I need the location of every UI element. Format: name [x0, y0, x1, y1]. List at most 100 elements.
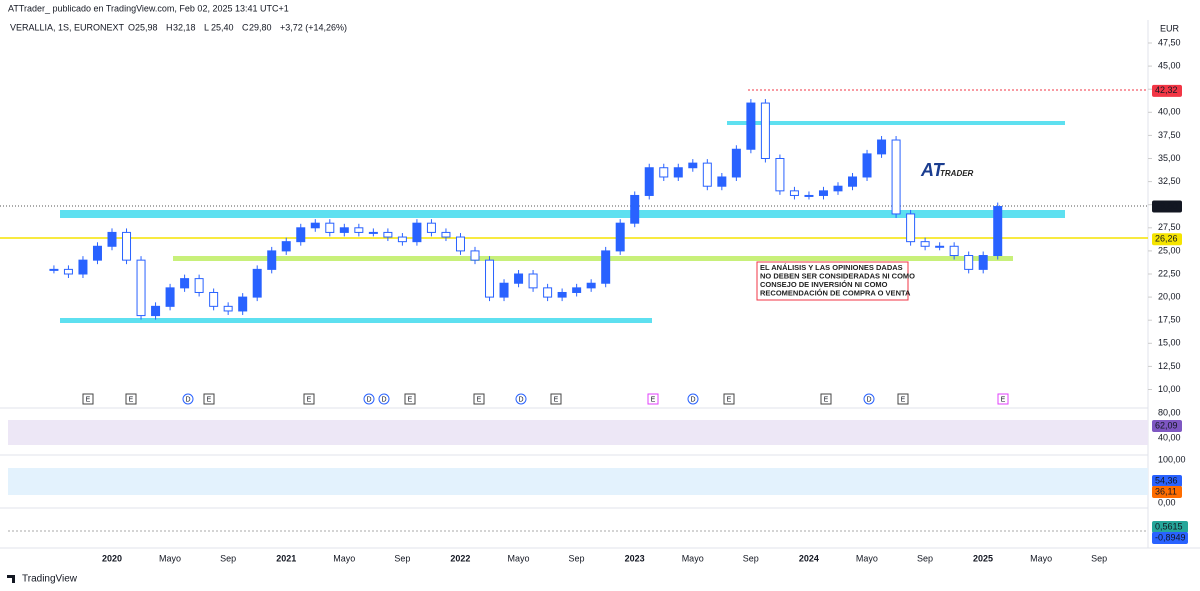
candle — [702, 162, 712, 187]
candle — [775, 158, 785, 192]
candle — [252, 268, 262, 298]
price-badge — [1152, 84, 1182, 97]
x-tick-label: 2022 — [450, 553, 470, 563]
candle — [920, 241, 930, 247]
x-tick-label: 2024 — [799, 553, 819, 563]
candle — [281, 241, 291, 252]
currency: EUR — [1160, 23, 1180, 33]
stoch-band — [8, 468, 1148, 495]
event-label: E — [408, 396, 413, 403]
event-badge — [515, 393, 527, 405]
candle — [296, 227, 306, 243]
annotation-line: CONSEJO DE INVERSIÓN NI COMO — [760, 280, 888, 289]
candle — [499, 282, 509, 298]
candle — [848, 176, 858, 187]
candle — [673, 167, 683, 178]
candle — [92, 245, 102, 261]
x-tick-label: Sep — [220, 553, 236, 563]
candle — [514, 273, 524, 284]
stoch-k: 54,36 — [1155, 475, 1178, 485]
event-badge — [863, 393, 875, 405]
rsi-tick: 40,00 — [1158, 432, 1181, 442]
candle — [543, 287, 553, 298]
candle — [455, 236, 465, 252]
x-tick-label: Mayo — [159, 553, 181, 563]
candle — [122, 231, 132, 261]
price-badge — [1152, 200, 1182, 213]
event-badge — [997, 393, 1009, 405]
candle — [397, 236, 407, 243]
change: +3,72 (+14,26%) — [280, 22, 347, 32]
candle — [644, 167, 654, 196]
byline: ATTrader_ publicado en TradingView.com, … — [8, 3, 289, 13]
candle — [586, 282, 596, 289]
x-tick-label: Mayo — [856, 553, 878, 563]
candle — [441, 231, 451, 238]
x-tick-label: Mayo — [507, 553, 529, 563]
y-tick-label: 27,50 — [1158, 222, 1181, 232]
candle — [470, 250, 480, 261]
candle — [978, 255, 988, 270]
candle — [180, 278, 190, 289]
ohlc-key: L — [204, 22, 209, 32]
candle — [528, 273, 538, 289]
x-tick-label: Mayo — [333, 553, 355, 563]
x-tick-label: Mayo — [682, 553, 704, 563]
y-tick-label: 10,00 — [1158, 384, 1181, 394]
y-tick-label: 20,00 — [1158, 291, 1181, 301]
footer: TradingView — [22, 574, 78, 585]
y-tick-label: 35,00 — [1158, 153, 1181, 163]
zone — [727, 121, 1065, 125]
x-tick-label: 2020 — [102, 553, 122, 563]
event-label: E — [727, 396, 732, 403]
price-badge-label: 42,32 — [1155, 85, 1178, 95]
event-label: D — [518, 396, 523, 403]
rsi-badge — [1152, 420, 1182, 432]
candle — [383, 231, 393, 238]
candle — [238, 296, 248, 312]
x-tick-label: 2023 — [625, 553, 645, 563]
event-badge — [550, 393, 562, 405]
event-badge — [647, 393, 659, 405]
annotation-line: NO DEBEN SER CONSIDERADAS NI COMO — [760, 271, 915, 280]
candle — [49, 268, 59, 271]
candle — [906, 213, 916, 243]
tv-logo — [7, 575, 15, 583]
event-badge — [363, 393, 375, 405]
event-label: E — [477, 396, 482, 403]
x-tick-label: Sep — [569, 553, 585, 563]
event-label: D — [381, 396, 386, 403]
rsi-value: 62,09 — [1155, 420, 1178, 430]
candle — [760, 102, 770, 159]
event-label: E — [207, 396, 212, 403]
x-tick-label: Sep — [917, 553, 933, 563]
event-badge — [82, 393, 94, 405]
ohlc-value: 25,40 — [211, 22, 234, 32]
event-label: E — [901, 396, 906, 403]
event-label: E — [824, 396, 829, 403]
candle — [78, 259, 88, 275]
event-label: D — [366, 396, 371, 403]
event-badge — [303, 393, 315, 405]
price-badge-label: 29,80 — [1155, 201, 1178, 211]
macd-badge — [1152, 532, 1188, 544]
event-badge — [897, 393, 909, 405]
symbol: VERALLIA, 1S, EURONEXT — [10, 22, 125, 32]
x-tick-label: 2025 — [973, 553, 993, 563]
event-label: E — [307, 396, 312, 403]
event-badge — [473, 393, 485, 405]
zone — [60, 210, 1065, 218]
candle — [354, 227, 364, 233]
candle — [107, 231, 117, 247]
event-badge — [820, 393, 832, 405]
candle — [964, 255, 974, 270]
candle — [833, 185, 843, 192]
macd-signal: -0,8949 — [1155, 532, 1186, 542]
event-label: D — [866, 396, 871, 403]
annotation-line: EL ANÁLISIS Y LAS OPINIONES DADAS — [760, 263, 903, 272]
stoch-d: 36,11 — [1155, 486, 1177, 496]
candle — [223, 305, 233, 312]
logo: TRADER — [940, 169, 974, 178]
x-tick-label: Sep — [743, 553, 759, 563]
macd-value: 0,5615 — [1155, 521, 1183, 531]
